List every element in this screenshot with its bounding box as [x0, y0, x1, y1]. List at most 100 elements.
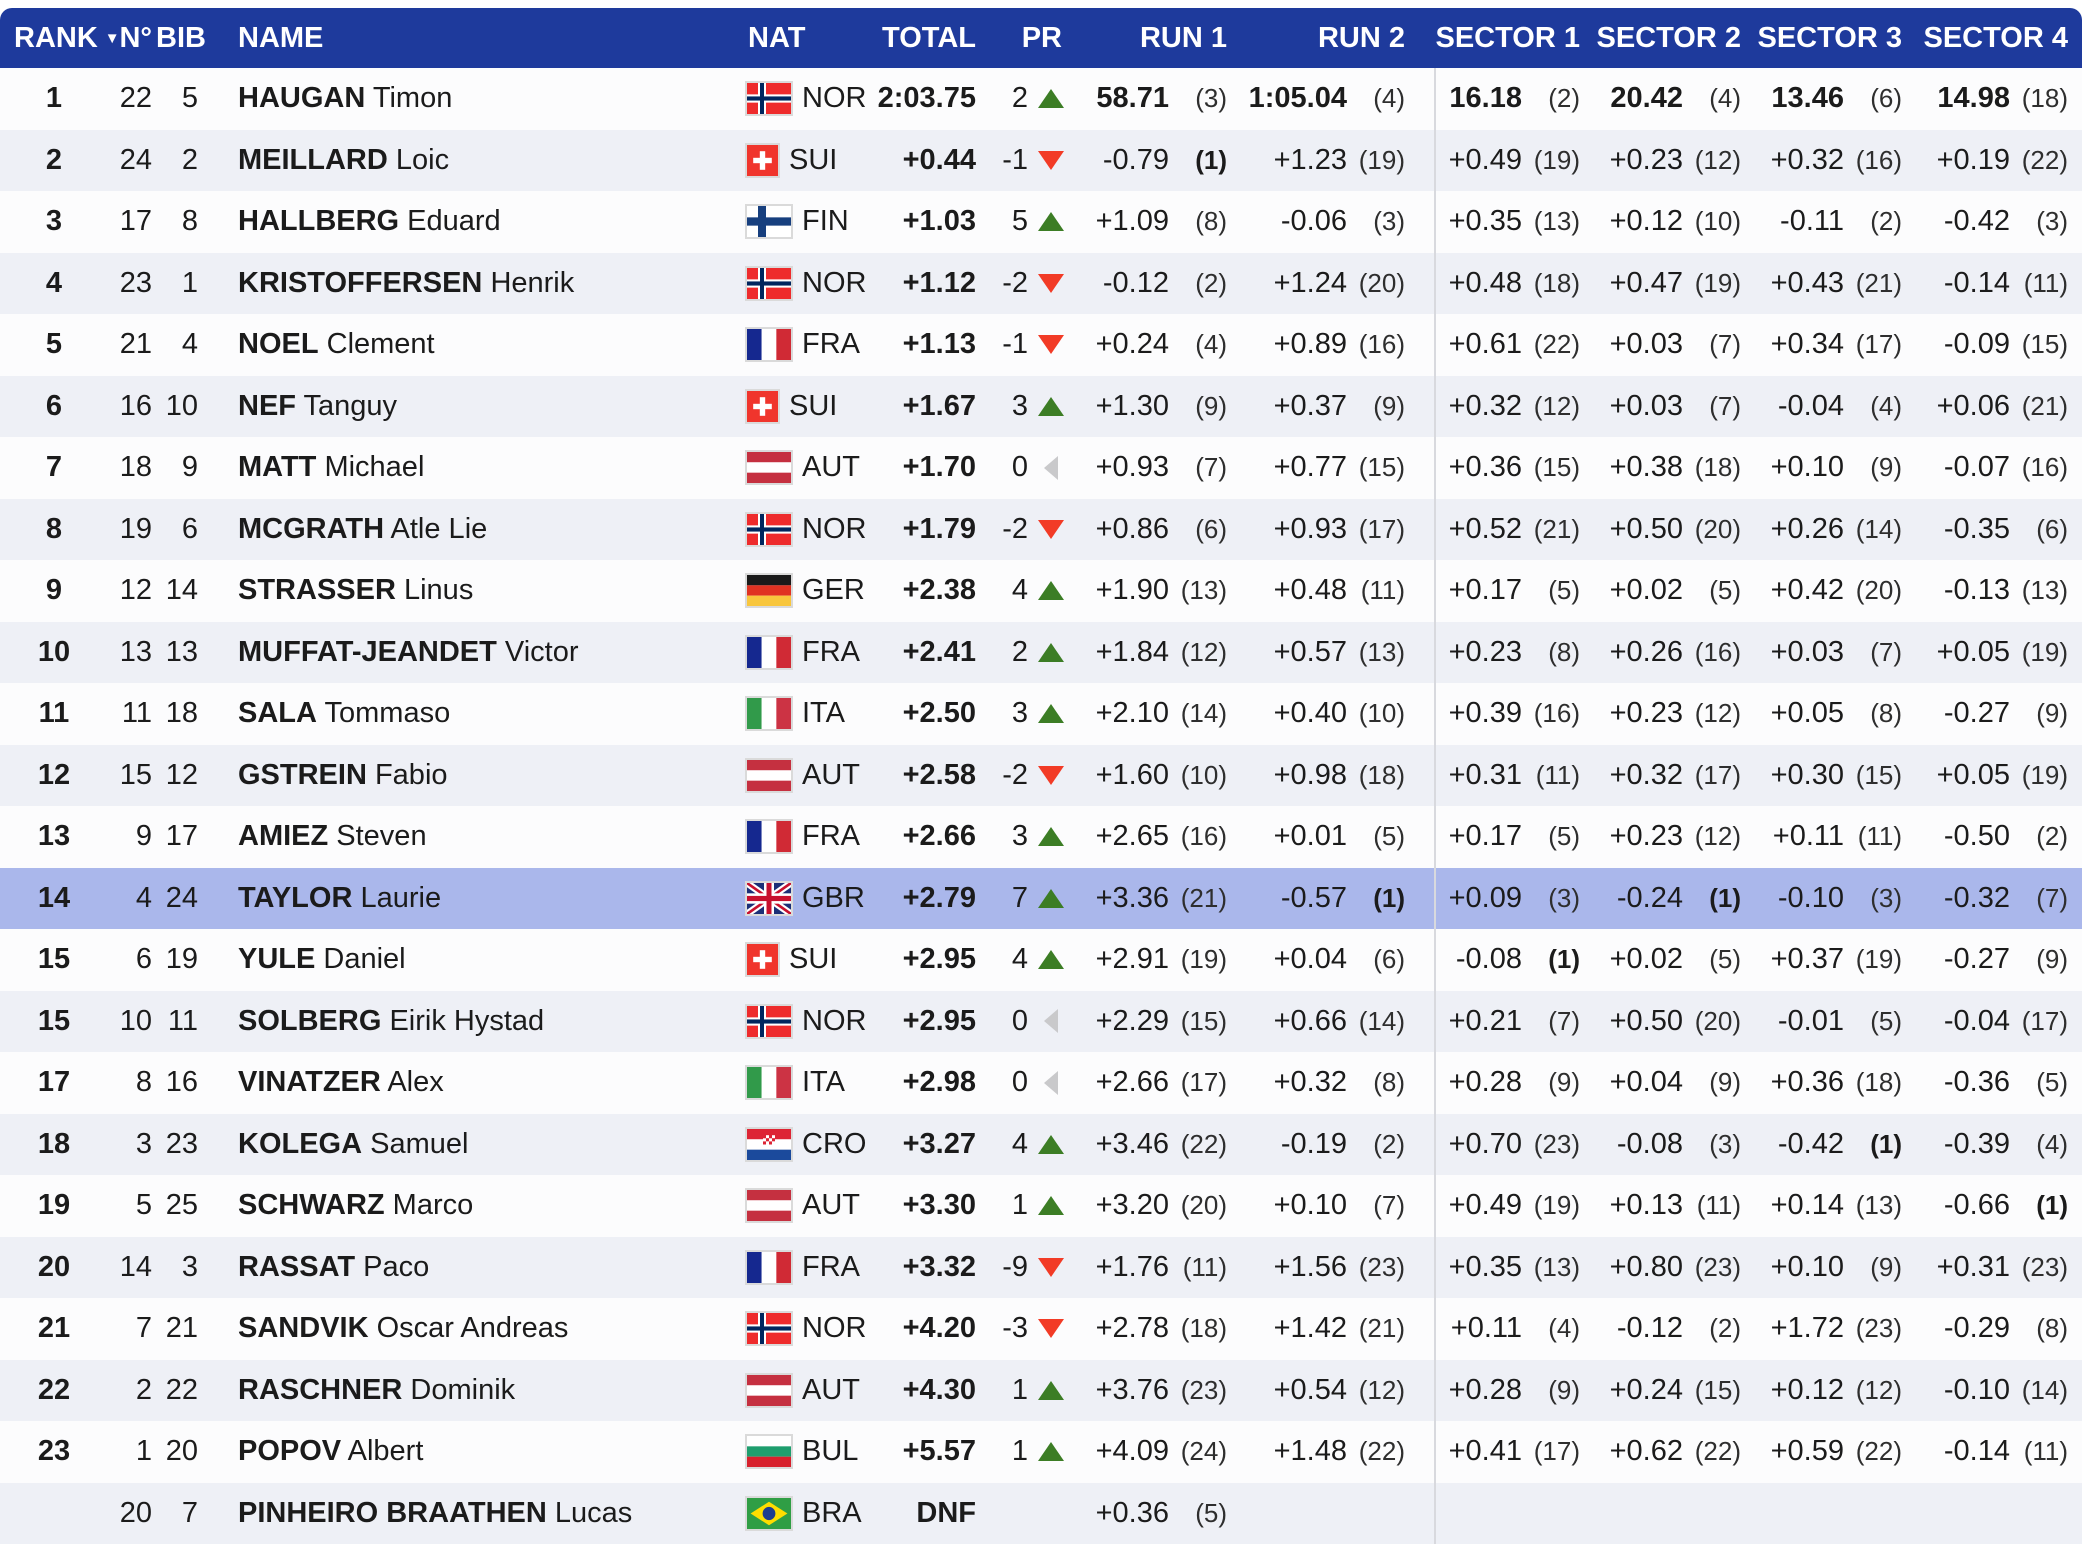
run2-rank: (1): [1373, 882, 1405, 913]
column-header-s2[interactable]: SECTOR 2: [1594, 22, 1755, 55]
total-cell: +2.58: [902, 758, 976, 791]
column-header-s3[interactable]: SECTOR 3: [1755, 22, 1916, 55]
table-row[interactable]: 15 6 19 YULE Daniel SUI +2.95 4 +2.91 (19) +0.04 (…: [0, 929, 2082, 991]
sector1-value: +0.49: [1448, 143, 1522, 176]
rank-cell: 13: [37, 820, 71, 853]
table-row[interactable]: 20 14 3 RASSAT Paco FRA +3.32 -9 +1.76 (11) +1.56…: [0, 1236, 2082, 1298]
nation-cell: BRA: [704, 1495, 862, 1531]
run1-cell: +1.76 (11): [1072, 1251, 1229, 1284]
flag-bul-icon: [745, 1434, 793, 1470]
table-row[interactable]: 12 15 12 GSTREIN Fabio AUT +2.58 -2 +1.60 (10) +0…: [0, 744, 2082, 806]
sector3-cell: +1.72 (23): [1755, 1312, 1916, 1345]
table-row[interactable]: 6 16 10 NEF Tanguy SUI +1.67 3 +1.30 (9) +0.37 (9)…: [0, 375, 2082, 437]
table-row[interactable]: 14 4 24 TAYLOR Laurie GBR +2.79 7 +3.36 (21) -0.5…: [0, 867, 2082, 929]
position-change: 2: [1011, 635, 1028, 668]
column-header-total[interactable]: TOTAL: [857, 22, 982, 55]
column-header-r2[interactable]: RUN 2: [1229, 22, 1434, 55]
column-header-r1[interactable]: RUN 1: [1072, 22, 1229, 55]
sector2-value: +0.23: [1609, 820, 1683, 853]
sector4-cell: -0.14 (11): [1916, 267, 2082, 300]
nation-cell: BUL: [704, 1434, 858, 1470]
sector1-rank: (13): [1533, 206, 1580, 237]
rank-down-icon: [1038, 1257, 1064, 1277]
name-cell: MEILLARD Loic: [214, 144, 704, 177]
column-header-n[interactable]: N°: [108, 22, 156, 55]
column-header-nat[interactable]: NAT: [704, 22, 857, 55]
sector4-cell: -0.09 (15): [1916, 328, 2082, 361]
run1-value: +2.29: [1095, 1004, 1169, 1037]
table-row[interactable]: 17 8 16 VINATZER Alex ITA +2.98 0 +2.66 (17) +0.3…: [0, 1052, 2082, 1114]
number-cell: 19: [119, 512, 152, 545]
column-header-rank[interactable]: RANK ▼: [0, 22, 120, 55]
sector2-cell: +0.50 (20): [1594, 513, 1755, 546]
run2-rank: (10): [1358, 698, 1405, 729]
sector3-cell: +0.03 (7): [1755, 636, 1916, 669]
position-change-cell: 7: [982, 882, 1072, 915]
table-row[interactable]: 15 10 11 SOLBERG Eirik Hystad NOR +2.95 0 +2.29…: [0, 990, 2082, 1052]
sector2-cell: +0.62 (22): [1594, 1435, 1755, 1468]
rank-cell: 9: [45, 574, 63, 607]
table-row[interactable]: 11 11 18 SALA Tommaso ITA +2.50 3 +2.10 (14) +0.4…: [0, 683, 2082, 745]
first-name: Tanguy: [303, 389, 398, 422]
total-cell: DNF: [916, 1496, 976, 1529]
sector1-rank: (11): [1535, 759, 1580, 790]
number-cell: 24: [119, 143, 152, 176]
rank-up-icon: [1038, 212, 1064, 232]
run2-value: +0.37: [1273, 389, 1347, 422]
table-row[interactable]: 7 18 9 MATT Michael AUT +1.70 0 +0.93 (7) +0.77 (1…: [0, 437, 2082, 499]
sector1-cell: +0.28 (9): [1434, 1066, 1594, 1099]
table-row[interactable]: 21 7 21 SANDVIK Oscar Andreas NOR +4.20 -3 +2.7…: [0, 1298, 2082, 1360]
last-name: POPOV: [238, 1435, 342, 1468]
sector3-value: +0.26: [1770, 512, 1844, 545]
run2-rank: (21): [1358, 1313, 1405, 1344]
column-header-bib[interactable]: BIB: [156, 22, 214, 55]
sector4-value: +0.06: [1936, 389, 2010, 422]
rank-down-icon: [1038, 273, 1064, 293]
table-row[interactable]: 8 19 6 MCGRATH Atle Lie NOR +1.79 -2 +0.86 (6) +0…: [0, 498, 2082, 560]
column-header-pr[interactable]: PR: [982, 22, 1072, 55]
column-header-s1[interactable]: SECTOR 1: [1434, 22, 1594, 55]
run2-cell: +0.89 (16): [1229, 328, 1434, 361]
sector4-value: 14.98: [1937, 82, 2010, 115]
nation-cell: NOR: [704, 265, 866, 301]
table-row[interactable]: 20 7 PINHEIRO BRAATHEN Lucas BRA DNF +0.36 (5): [0, 1482, 2082, 1544]
table-row[interactable]: 23 1 20 POPOV Albert BUL +5.57 1 +4.09 (24) +1.48…: [0, 1421, 2082, 1483]
table-row[interactable]: 4 23 1 KRISTOFFERSEN Henrik NOR +1.12 -2 -0.12 (…: [0, 252, 2082, 314]
bib-cell: 3: [181, 1250, 198, 1283]
sector2-rank: (11): [1696, 1190, 1741, 1221]
nation-code: AUT: [802, 451, 860, 484]
nation-cell: FIN: [704, 204, 857, 240]
run2-value: +0.89: [1273, 328, 1347, 361]
total-cell: +2.38: [902, 574, 976, 607]
sector4-value: -0.27: [1943, 697, 2010, 730]
table-row[interactable]: 5 21 4 NOEL Clement FRA +1.13 -1 +0.24 (4) +0.89 (…: [0, 314, 2082, 376]
sector1-rank: (13): [1533, 1251, 1580, 1282]
column-header-s4[interactable]: SECTOR 4: [1916, 22, 2082, 55]
bib-cell: 16: [165, 1066, 198, 1099]
position-change-cell: 3: [982, 820, 1072, 853]
flag-nor-icon: [745, 265, 793, 301]
sector1-value: +0.28: [1448, 1066, 1522, 1099]
column-label: SECTOR 1: [1435, 21, 1580, 54]
position-change: 1: [1011, 1189, 1028, 1222]
table-row[interactable]: 1 22 5 HAUGAN Timon NOR 2:03.75 2 58.71 (3) 1:05.…: [0, 68, 2082, 130]
sector2-cell: +0.02 (5): [1594, 943, 1755, 976]
name-cell: SALA Tommaso: [214, 697, 704, 730]
sector4-cell: -0.36 (5): [1916, 1066, 2082, 1099]
table-row[interactable]: 22 2 22 RASCHNER Dominik AUT +4.30 1 +3.76 (23) +…: [0, 1359, 2082, 1421]
column-header-name[interactable]: NAME: [214, 22, 704, 55]
nation-code: SUI: [789, 143, 838, 176]
table-row[interactable]: 2 24 2 MEILLARD Loic SUI +0.44 -1 -0.79 (1) +1.23…: [0, 129, 2082, 191]
table-row[interactable]: 9 12 14 STRASSER Linus GER +2.38 4 +1.90 (13) +0.…: [0, 560, 2082, 622]
sector3-value: +0.30: [1770, 758, 1844, 791]
sector2-cell: +0.03 (7): [1594, 390, 1755, 423]
table-row[interactable]: 18 3 23 KOLEGA Samuel CRO +3.27 4 +3.46 (22) -0.1…: [0, 1113, 2082, 1175]
table-row[interactable]: 19 5 25 SCHWARZ Marco AUT +3.30 1 +3.20 (20) +0.1…: [0, 1175, 2082, 1237]
nation-cell: FRA: [704, 327, 860, 363]
table-row[interactable]: 3 17 8 HALLBERG Eduard FIN +1.03 5 +1.09 (8) -0.0…: [0, 191, 2082, 253]
sector2-rank: (16): [1694, 636, 1741, 667]
total-cell: +2.98: [902, 1066, 976, 1099]
run2-cell: 1:05.04 (4): [1229, 82, 1434, 115]
table-row[interactable]: 13 9 17 AMIEZ Steven FRA +2.66 3 +2.65 (16) +0.01…: [0, 806, 2082, 868]
table-row[interactable]: 10 13 13 MUFFAT-JEANDET Victor FRA +2.41 2 +1.8…: [0, 621, 2082, 683]
